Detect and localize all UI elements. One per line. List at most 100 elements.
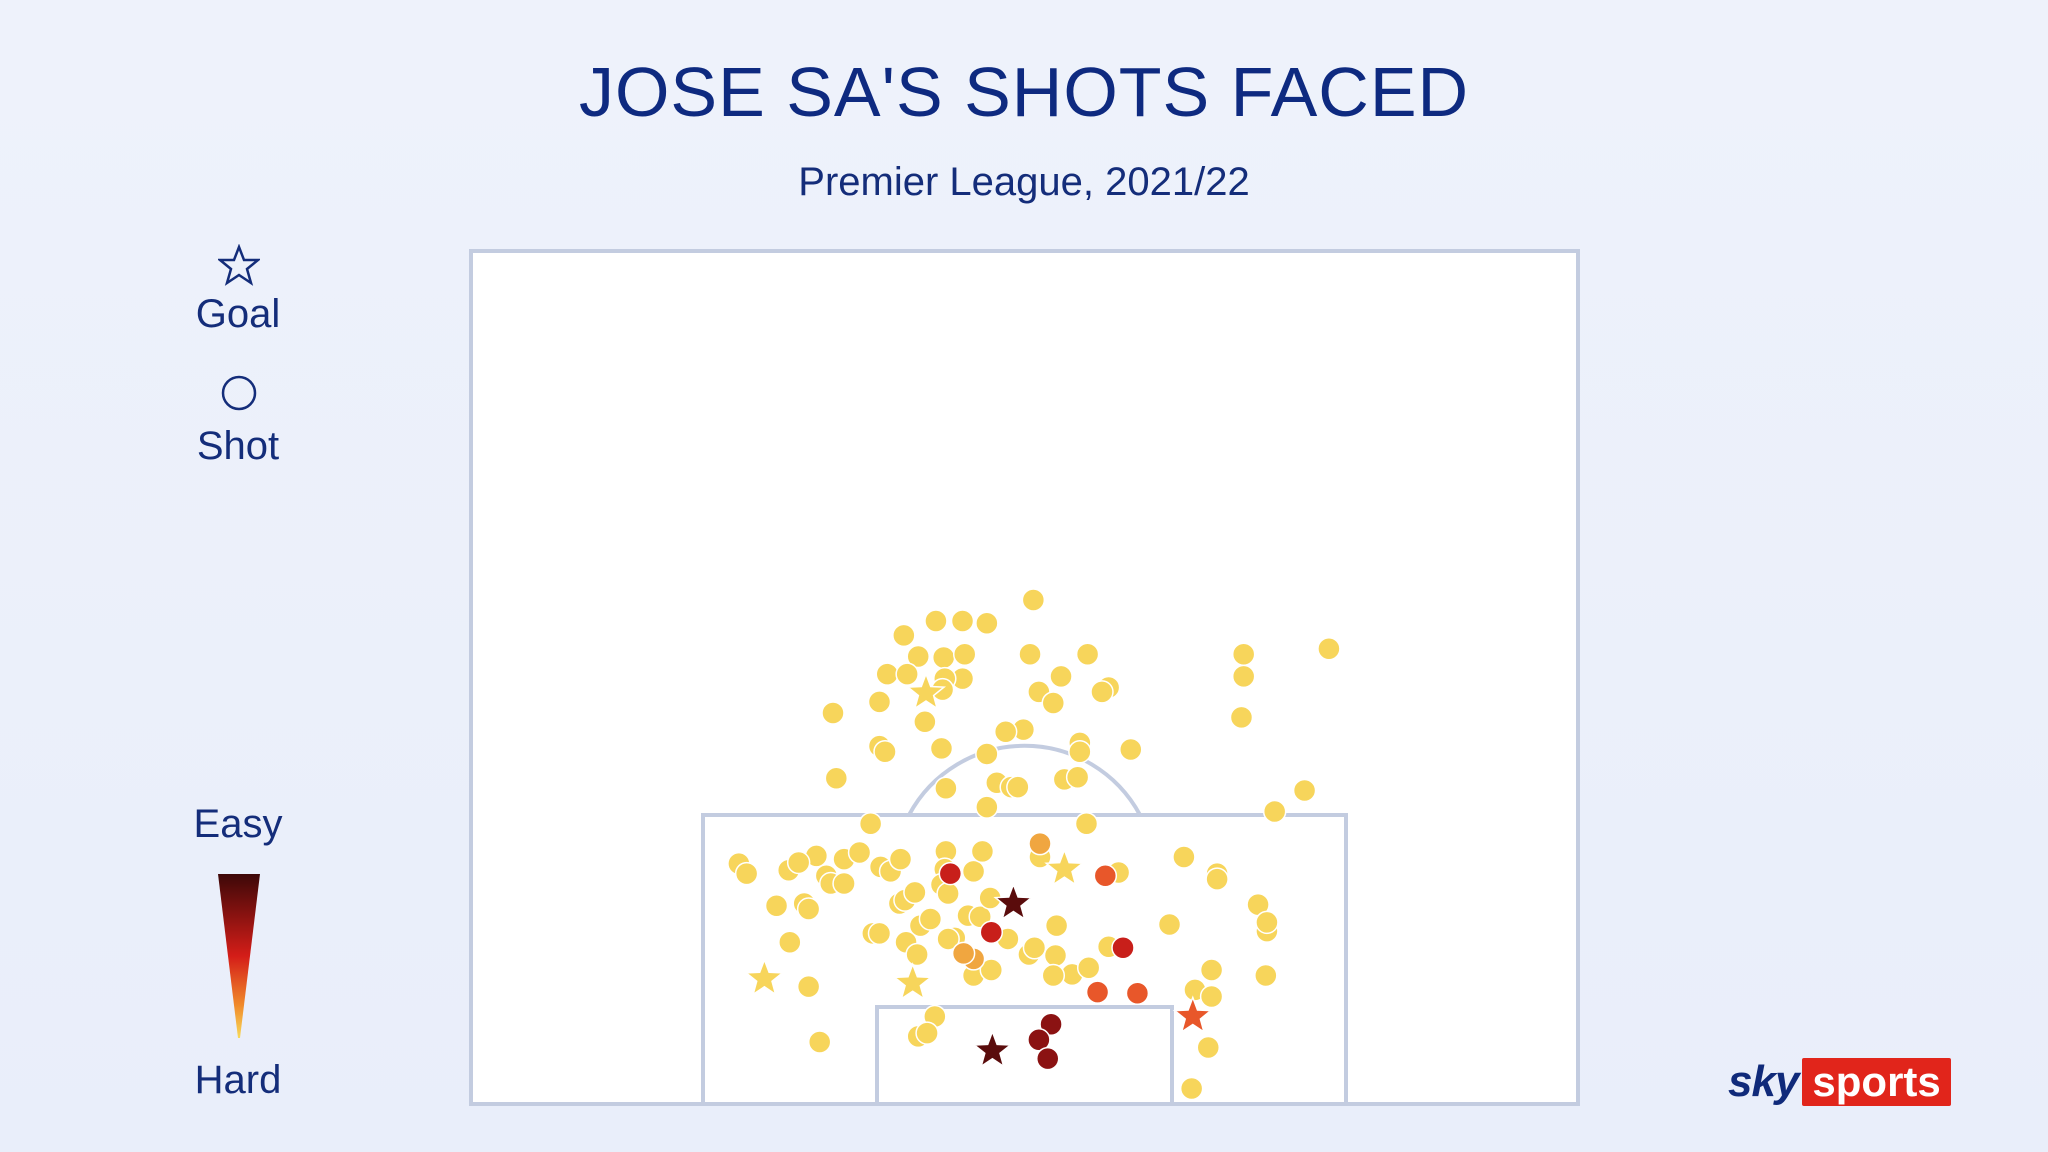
shot-marker <box>918 907 943 931</box>
shot-marker <box>1043 943 1068 968</box>
shot-marker <box>1231 664 1256 689</box>
shot-marker <box>1179 1076 1204 1101</box>
shot-marker <box>1076 955 1101 980</box>
shot-marker <box>1205 867 1229 891</box>
shot-marker <box>1044 913 1069 938</box>
shot-marker <box>1028 831 1052 856</box>
shot-marker <box>796 974 821 999</box>
shot-marker <box>1039 1012 1063 1036</box>
shot-marker <box>915 1021 939 1045</box>
shot-marker <box>867 690 892 714</box>
shot-marker <box>1157 912 1182 937</box>
shot-marker <box>934 776 958 801</box>
shot-marker <box>1111 936 1135 960</box>
shot-marker <box>979 958 1004 982</box>
shot-marker <box>892 623 916 648</box>
shot-marker <box>1068 739 1092 764</box>
shot-marker <box>905 942 929 967</box>
shot-marker <box>1049 664 1073 689</box>
shot-marker <box>1041 691 1066 715</box>
shot-marker <box>824 766 849 791</box>
shot-marker <box>778 930 802 955</box>
shot-marker <box>1085 980 1110 1004</box>
shot-marker <box>1125 981 1150 1005</box>
shot-marker <box>1006 775 1030 799</box>
shot-marker <box>1021 588 1046 612</box>
sky-sports-logo: sky sports <box>1728 1057 1951 1106</box>
shot-marker <box>832 871 856 896</box>
shot-marker <box>1262 799 1287 824</box>
shot-marker <box>1027 1027 1051 1052</box>
shot-marker <box>975 611 999 635</box>
shot-marker <box>1041 963 1066 988</box>
shot-marker <box>975 742 999 766</box>
shot-marker <box>1172 845 1196 869</box>
pitch-area <box>469 249 1580 1106</box>
shot-marker <box>936 881 960 906</box>
shot-marker <box>1119 737 1143 762</box>
six-yard-box <box>875 1005 1174 1106</box>
chart-subtitle: Premier League, 2021/22 <box>798 160 1250 204</box>
goal-marker <box>1044 847 1085 887</box>
legend-shot-label: Shot <box>196 424 280 468</box>
shot-marker <box>936 927 960 951</box>
shot-marker <box>952 642 977 666</box>
shot-marker <box>929 736 954 761</box>
shot-marker <box>1093 864 1118 888</box>
shot-marker <box>1090 680 1114 704</box>
legend-easy-label: Easy <box>193 802 283 846</box>
shot-marker <box>1292 778 1317 803</box>
shot-marker <box>1255 910 1279 935</box>
shot-marker <box>1196 1035 1221 1060</box>
shot-marker <box>951 941 976 966</box>
shot-marker <box>1018 642 1042 666</box>
shot-marker <box>858 811 883 836</box>
legend-hard-label: Hard <box>194 1058 282 1102</box>
shot-marker <box>993 720 1018 744</box>
shot-marker <box>979 920 1004 945</box>
shot-marker <box>1022 936 1047 960</box>
shot-marker <box>924 609 948 633</box>
shot-marker <box>970 839 995 864</box>
chart-title: JOSE SA'S SHOTS FACED <box>578 53 1470 131</box>
shot-marker <box>1065 765 1090 789</box>
shot-marker <box>875 662 899 686</box>
shot-marker <box>906 644 930 669</box>
difficulty-scale-bar <box>218 874 260 1038</box>
shot-marker <box>1231 642 1256 666</box>
shot-marker <box>796 897 821 921</box>
goal-marker <box>993 882 1034 921</box>
shot-marker <box>1229 705 1254 730</box>
goal-marker <box>892 962 933 1001</box>
shot-marker <box>888 847 913 871</box>
shot-marker <box>1074 811 1099 836</box>
shot-marker <box>764 893 789 918</box>
shot-marker <box>950 609 975 633</box>
shot-marker <box>903 880 927 905</box>
shot-marker <box>938 861 963 886</box>
shot-marker <box>961 859 986 884</box>
shot-marker <box>1075 642 1100 666</box>
circle-outline-icon <box>221 375 257 411</box>
legend-goal-label: Goal <box>195 292 281 336</box>
shot-marker <box>734 861 759 886</box>
shot-marker <box>821 701 845 725</box>
shot-marker <box>873 739 897 764</box>
shot-marker <box>895 662 919 686</box>
shot-marker <box>807 1030 832 1054</box>
shot-marker <box>847 840 872 865</box>
shot-marker <box>1254 963 1278 988</box>
goal-marker <box>744 957 785 996</box>
shot-marker <box>1317 636 1341 661</box>
shot-marker <box>786 850 811 875</box>
penalty-arc <box>907 743 1142 816</box>
goal-marker <box>1172 995 1213 1034</box>
shot-marker <box>931 645 956 670</box>
star-outline-icon <box>218 244 260 286</box>
shot-marker <box>975 795 999 819</box>
shot-marker <box>867 921 892 946</box>
shot-marker <box>913 710 937 734</box>
goal-marker <box>905 671 947 711</box>
shot-marker <box>1199 958 1224 982</box>
